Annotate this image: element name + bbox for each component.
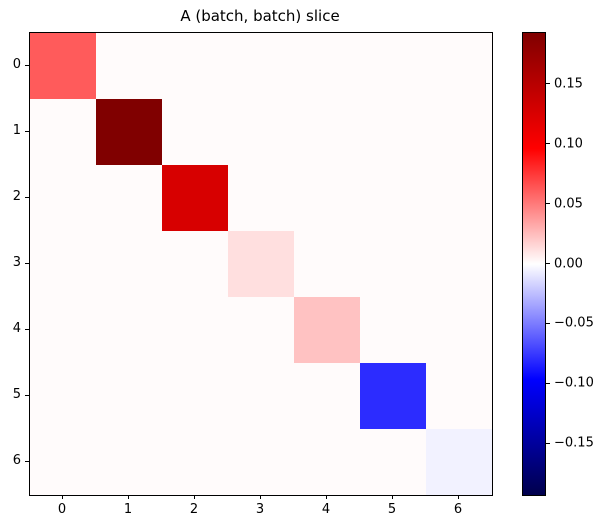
y-tick-label: 3 <box>12 255 21 270</box>
colorbar-tick-mark <box>546 382 550 384</box>
colorbar-tick-label: −0.15 <box>554 435 594 451</box>
y-tick-label: 5 <box>12 387 21 402</box>
x-tick-mark <box>62 495 63 499</box>
heatmap-cell <box>294 99 360 165</box>
heatmap-cell <box>96 297 162 363</box>
heatmap-cell <box>426 231 492 297</box>
y-tick-label: 0 <box>12 57 21 72</box>
colorbar-tick-mark <box>546 143 550 145</box>
heatmap-cell <box>360 33 426 99</box>
heatmap-cell <box>426 99 492 165</box>
x-tick-label: 2 <box>189 502 199 517</box>
colorbar-tick-mark <box>546 322 550 324</box>
colorbar <box>522 32 546 496</box>
y-tick-mark <box>25 65 29 66</box>
chart-title: A (batch, batch) slice <box>180 7 340 25</box>
colorbar-tick-label: 0.05 <box>554 196 583 212</box>
heatmap-cell <box>294 33 360 99</box>
heatmap-cell <box>162 33 228 99</box>
heatmap-cell <box>426 297 492 363</box>
heatmap-cell <box>426 363 492 429</box>
x-tick-label: 0 <box>57 502 67 517</box>
y-tick-mark <box>25 395 29 396</box>
x-tick-mark <box>458 495 459 499</box>
x-tick-label: 6 <box>453 502 463 517</box>
y-tick-mark <box>25 263 29 264</box>
heatmap-cell <box>30 165 96 231</box>
heatmap-cell <box>162 231 228 297</box>
heatmap-cell <box>30 363 96 429</box>
colorbar-tick-label: −0.10 <box>554 375 594 391</box>
y-tick-label: 6 <box>12 453 21 468</box>
heatmap-cell <box>30 33 96 99</box>
x-tick-label: 1 <box>123 502 133 517</box>
colorbar-tick-mark <box>546 83 550 85</box>
y-tick-label: 1 <box>12 123 21 138</box>
heatmap-cell <box>360 297 426 363</box>
x-tick-mark <box>128 495 129 499</box>
heatmap-cell <box>96 363 162 429</box>
heatmap-cell <box>96 231 162 297</box>
heatmap-cell <box>360 429 426 495</box>
colorbar-tick-label: −0.05 <box>554 315 594 331</box>
heatmap-cell <box>228 99 294 165</box>
heatmap-cell <box>294 165 360 231</box>
colorbar-tick-mark <box>546 203 550 205</box>
colorbar-tick-mark <box>546 442 550 444</box>
heatmap-cell <box>426 165 492 231</box>
heatmap-cell <box>360 363 426 429</box>
heatmap-cell <box>96 99 162 165</box>
x-tick-label: 4 <box>321 502 331 517</box>
heatmap-cell <box>360 231 426 297</box>
heatmap-cell <box>294 429 360 495</box>
y-tick-mark <box>25 197 29 198</box>
colorbar-tick-label: 0.00 <box>554 256 583 271</box>
heatmap-cell <box>360 165 426 231</box>
heatmap-cell <box>162 429 228 495</box>
heatmap-cell <box>294 231 360 297</box>
heatmap-cell <box>228 429 294 495</box>
y-tick-mark <box>25 329 29 330</box>
x-tick-label: 3 <box>255 502 265 517</box>
heatmap-cell <box>228 363 294 429</box>
y-tick-label: 2 <box>12 189 21 204</box>
heatmap-cell <box>96 33 162 99</box>
y-tick-label: 4 <box>12 321 21 336</box>
x-tick-mark <box>392 495 393 499</box>
heatmap-cell <box>228 33 294 99</box>
x-tick-label: 5 <box>387 502 397 517</box>
heatmap-cell <box>360 99 426 165</box>
heatmap-cell <box>426 33 492 99</box>
heatmap-cell <box>96 429 162 495</box>
heatmap-cell <box>294 297 360 363</box>
x-tick-mark <box>326 495 327 499</box>
heatmap-axes <box>29 32 493 496</box>
x-tick-mark <box>260 495 261 499</box>
colorbar-tick-mark <box>546 263 550 264</box>
heatmap-cell <box>162 165 228 231</box>
heatmap-cell <box>30 231 96 297</box>
heatmap-cell <box>162 99 228 165</box>
y-tick-mark <box>25 131 29 132</box>
heatmap-cell <box>228 297 294 363</box>
heatmap-cell <box>162 363 228 429</box>
colorbar-tick-label: 0.10 <box>554 136 583 152</box>
heatmap-cell <box>96 165 162 231</box>
x-tick-mark <box>194 495 195 499</box>
heatmap-cell <box>426 429 492 495</box>
colorbar-tick-label: 0.15 <box>554 76 583 92</box>
heatmap-cell <box>228 231 294 297</box>
heatmap-cell <box>30 99 96 165</box>
heatmap-cell <box>30 297 96 363</box>
heatmap-cell <box>228 165 294 231</box>
heatmap-cell <box>162 297 228 363</box>
y-tick-mark <box>25 461 29 462</box>
heatmap-cell <box>294 363 360 429</box>
heatmap-cell <box>30 429 96 495</box>
